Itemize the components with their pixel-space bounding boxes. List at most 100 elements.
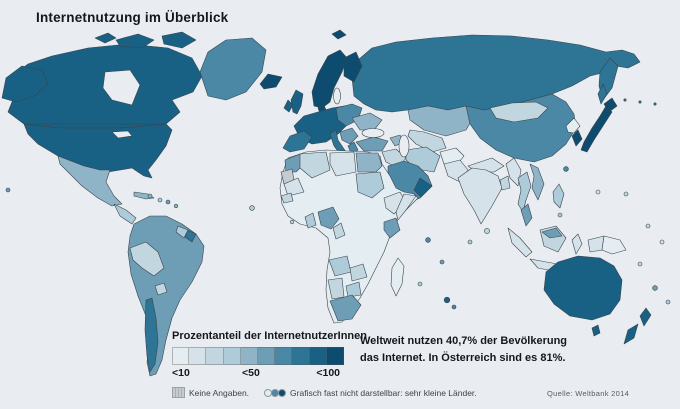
page-title: Internetnutzung im Überblick [36, 10, 229, 25]
region-central-asia [407, 129, 447, 153]
legend-title: Prozentanteil der InternetnutzerInnen [172, 330, 367, 342]
small-country-dot [439, 259, 445, 265]
region-zambia [349, 263, 368, 282]
region-philippines [552, 183, 565, 209]
legend: Prozentanteil der InternetnutzerInnen <1… [172, 330, 367, 380]
small-country-dot [147, 193, 153, 199]
region-mongolia [489, 101, 549, 123]
region-north-korea [565, 117, 581, 134]
region-malaysia [520, 203, 533, 227]
region-russia [351, 34, 641, 113]
region-alaska [1, 65, 49, 103]
small-country-dot [557, 212, 563, 218]
legend-swatch [292, 347, 310, 365]
continent-africa [279, 149, 419, 324]
region-paraguay [154, 282, 168, 296]
region-oman-uae [413, 177, 433, 198]
legend-swatch [309, 347, 327, 365]
small-country-dot [563, 166, 569, 172]
region-south-africa [329, 294, 362, 322]
region-sudan [355, 171, 385, 199]
small-country-dot [653, 102, 657, 106]
small-country-dot [484, 228, 490, 234]
annotation-text: Weltweit nutzen 40,7% der Bevölkerung da… [360, 335, 568, 364]
region-svalbard [331, 29, 347, 40]
region-turkey [355, 136, 389, 152]
continent-south-america [127, 215, 205, 377]
region-arctic-islands-3 [94, 32, 117, 44]
region-cameroon [332, 222, 346, 240]
small-countries-label: Grafisch fast nicht darstellbar: sehr kl… [290, 387, 477, 398]
region-chile [144, 297, 159, 373]
region-guyana [175, 225, 189, 239]
region-central-america [113, 203, 137, 225]
continent-oceania [543, 255, 652, 345]
small-country-dot [637, 261, 643, 267]
mini-country-dot-icon [278, 388, 287, 397]
legend-swatch [326, 347, 344, 365]
small-country-dot [451, 304, 457, 310]
region-norway-sweden [311, 49, 348, 109]
legend-swatch [275, 347, 293, 365]
region-papua-new-guinea [601, 235, 627, 255]
region-somalia [395, 193, 417, 221]
region-algeria [299, 151, 331, 179]
region-usa [23, 123, 173, 179]
region-india [457, 167, 503, 225]
inland-seas [333, 87, 410, 158]
region-arctic-islands-1 [115, 33, 155, 49]
region-sulawesi [571, 233, 583, 255]
region-australia [543, 255, 623, 321]
small-country-dots-icon [264, 388, 287, 397]
small-country-dot [157, 197, 163, 203]
region-ukraine [351, 112, 383, 131]
region-libya [329, 151, 357, 177]
region-mauritania [283, 177, 305, 197]
region-egypt [355, 152, 383, 173]
small-country-dot [623, 98, 627, 102]
region-mexico [57, 155, 123, 207]
region-kenya [383, 217, 401, 239]
legend-ticks: <10 <50 <100 [172, 367, 344, 380]
legend-notes: Keine Angaben. Grafisch fast nicht darst… [172, 387, 477, 398]
sea-caspian-sea [398, 134, 410, 158]
region-new-zealand-south [623, 323, 639, 345]
small-country-dot [665, 299, 671, 305]
region-sumatra [507, 227, 533, 258]
region-tasmania [591, 324, 601, 337]
small-country-dot [5, 187, 11, 193]
legend-tick-low: <10 [172, 367, 190, 379]
small-country-dot [659, 239, 665, 245]
small-country-dot [425, 237, 431, 243]
region-borneo-malaysia [541, 227, 563, 239]
region-south-korea [571, 129, 583, 147]
region-vietnam [529, 163, 545, 201]
continent-asia [351, 34, 641, 163]
region-thailand [517, 171, 532, 213]
sea-great-lakes [111, 130, 133, 139]
sea-black-sea [361, 128, 385, 138]
small-country-dot [289, 219, 295, 225]
region-nigeria [317, 206, 340, 230]
legend-swatch [223, 347, 241, 365]
region-southeast-asia [505, 157, 627, 274]
region-french-guiana [184, 229, 197, 243]
region-iceland [259, 73, 283, 90]
small-country-dots [5, 98, 671, 310]
region-indonesia-papua [587, 235, 605, 253]
region-japan [580, 105, 613, 153]
region-uk [290, 89, 304, 115]
legend-swatch [257, 347, 276, 365]
region-ghana [304, 212, 317, 229]
legend-color-scale [172, 347, 344, 365]
region-bangladesh [499, 175, 511, 191]
source-credit: Quelle: Weltbank 2014 [547, 389, 630, 398]
legend-swatch [172, 347, 190, 365]
region-new-zealand-north [639, 307, 652, 327]
region-senegal [280, 192, 294, 204]
region-madagascar [390, 257, 405, 297]
legend-swatch [206, 347, 224, 365]
region-sakhalin [597, 83, 608, 105]
legend-swatch [240, 347, 258, 365]
